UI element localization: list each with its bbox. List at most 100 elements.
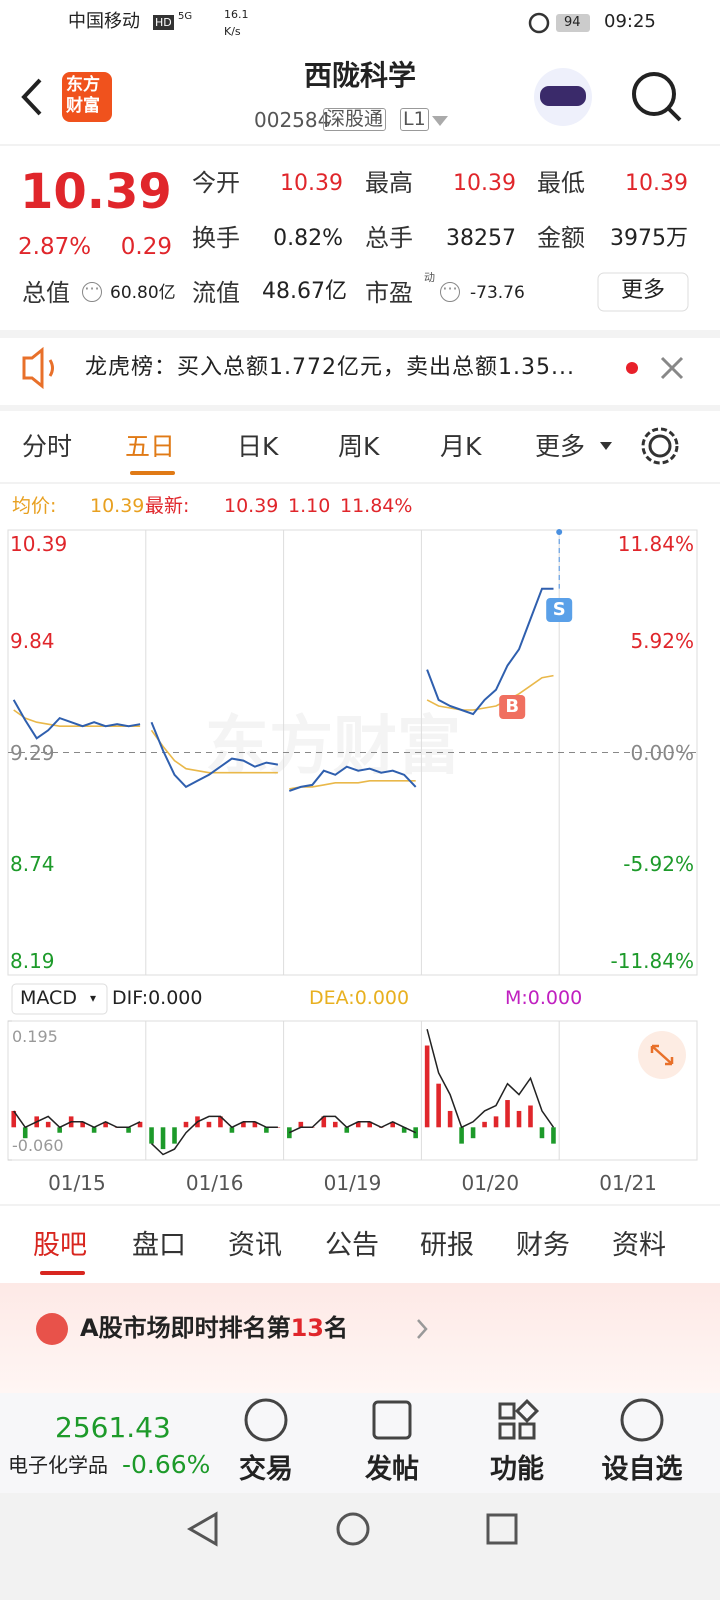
stock-code: 002584 bbox=[254, 108, 331, 132]
macd-bar bbox=[229, 1127, 235, 1133]
banner-bg bbox=[0, 1283, 720, 1393]
banner-rank: 13 bbox=[290, 1314, 324, 1342]
field-label: 市盈 bbox=[365, 279, 413, 307]
tab[interactable]: 周K bbox=[338, 432, 380, 461]
macd-frame bbox=[7, 1020, 698, 1161]
divider bbox=[0, 405, 720, 411]
divider bbox=[0, 330, 720, 338]
macd-bar bbox=[551, 1127, 556, 1144]
current-dot bbox=[556, 529, 563, 535]
macd-bar bbox=[355, 1121, 361, 1128]
field-label: 流值 bbox=[192, 279, 240, 307]
field-value: 10.39 bbox=[625, 171, 688, 196]
bottom-button[interactable]: 设自选 bbox=[601, 1454, 683, 1485]
subtab[interactable]: 资讯 bbox=[228, 1230, 282, 1261]
index-value[interactable]: 2561.43 bbox=[55, 1411, 171, 1444]
macd-bar bbox=[344, 1127, 350, 1133]
banner-prefix: A股市场即时排名第 bbox=[80, 1314, 291, 1342]
nav-recent[interactable] bbox=[486, 1513, 518, 1545]
banner-text[interactable]: A股市场即时排名第13名 bbox=[80, 1316, 348, 1340]
field-value: 3975万 bbox=[610, 226, 688, 251]
x-tick-label: 01/21 bbox=[599, 1171, 657, 1195]
last-label: 最新: bbox=[145, 495, 190, 517]
macd-bar bbox=[183, 1121, 189, 1128]
macd-bar bbox=[91, 1127, 97, 1133]
index-pct[interactable]: -0.66% bbox=[122, 1450, 211, 1479]
level-tag[interactable]: L1 bbox=[400, 108, 429, 131]
field-label: 总值 bbox=[22, 279, 70, 307]
search-icon bbox=[666, 106, 682, 122]
hd-badge: HD bbox=[153, 15, 174, 30]
watch-icon[interactable] bbox=[620, 1398, 664, 1442]
macd-bar bbox=[505, 1100, 510, 1128]
tab-underline bbox=[130, 471, 175, 475]
dropdown-icon[interactable] bbox=[600, 442, 612, 450]
macd-bar bbox=[447, 1110, 453, 1128]
field-label: 今开 bbox=[192, 169, 240, 197]
settings-icon[interactable] bbox=[648, 434, 672, 458]
sell-marker bbox=[546, 598, 573, 622]
last-change: 1.10 bbox=[288, 495, 331, 517]
y-tick-label: 0.195 bbox=[12, 1027, 58, 1046]
field-value: 60.80亿 bbox=[110, 283, 176, 303]
nav-home[interactable] bbox=[336, 1512, 370, 1546]
search-icon[interactable] bbox=[632, 72, 676, 116]
macd-bar bbox=[45, 1121, 51, 1128]
dif-line bbox=[288, 1115, 417, 1134]
alarm-icon bbox=[528, 12, 550, 34]
last-pct: 11.84% bbox=[340, 495, 413, 517]
subtab[interactable]: 公告 bbox=[325, 1230, 379, 1261]
function-icon[interactable] bbox=[498, 1398, 540, 1440]
more-label[interactable]: 更多 bbox=[620, 278, 665, 303]
index-name[interactable]: 电子化学品 bbox=[8, 1453, 108, 1477]
indicator-name[interactable]: MACD bbox=[20, 987, 77, 1009]
macd-bar bbox=[137, 1121, 143, 1128]
macd-bar bbox=[241, 1121, 246, 1128]
tab[interactable]: 日K bbox=[237, 432, 279, 461]
indicator-select[interactable] bbox=[11, 983, 108, 1015]
tab[interactable]: 月K bbox=[440, 432, 482, 461]
macd-bar bbox=[367, 1121, 373, 1128]
speaker-icon bbox=[22, 346, 44, 390]
close-icon[interactable] bbox=[660, 356, 684, 380]
logo[interactable] bbox=[62, 72, 112, 122]
change-pct: 2.87% bbox=[18, 234, 92, 260]
y-tick-label: 8.74 bbox=[10, 851, 55, 876]
subtab[interactable]: 股吧 bbox=[33, 1230, 87, 1261]
notice-text[interactable]: 龙虎榜：买入总额1.772亿元，卖出总额1.35... bbox=[85, 355, 575, 380]
subtab[interactable]: 研报 bbox=[420, 1230, 474, 1261]
logo-text: 财富 bbox=[66, 96, 100, 116]
dropdown-icon[interactable] bbox=[432, 116, 448, 126]
subtab[interactable]: 资料 bbox=[612, 1230, 666, 1261]
bottom-button[interactable]: 功能 bbox=[490, 1454, 544, 1485]
subtab[interactable]: 财务 bbox=[516, 1230, 570, 1261]
network: 5G bbox=[178, 11, 193, 22]
avg-value: 10.39 bbox=[90, 495, 145, 517]
tab[interactable]: 分时 bbox=[22, 432, 73, 461]
subtab-underline bbox=[40, 1271, 85, 1275]
y2-tick-label: 5.92% bbox=[630, 629, 694, 654]
market-tag[interactable]: 深股通 bbox=[323, 108, 387, 131]
tab[interactable]: 更多 bbox=[535, 432, 586, 461]
macd-bar bbox=[149, 1127, 154, 1144]
macd-bar bbox=[172, 1127, 177, 1144]
bottom-button[interactable]: 交易 bbox=[239, 1454, 293, 1485]
x-tick-label: 01/19 bbox=[323, 1171, 382, 1195]
field-label: 换手 bbox=[192, 224, 240, 252]
tab[interactable]: 五日 bbox=[125, 432, 176, 461]
chevron[interactable] bbox=[417, 1319, 428, 1339]
nav-back[interactable] bbox=[186, 1511, 218, 1547]
post-icon[interactable] bbox=[372, 1400, 412, 1440]
y-tick-label: 8.19 bbox=[10, 949, 55, 973]
trade-icon[interactable] bbox=[244, 1398, 288, 1442]
macd-bar bbox=[321, 1116, 327, 1128]
more-button[interactable] bbox=[597, 272, 689, 312]
stock-name: 西陇科学 bbox=[303, 59, 416, 92]
back-icon[interactable] bbox=[21, 78, 42, 116]
bottom-button[interactable]: 发帖 bbox=[365, 1454, 419, 1485]
macd-bar bbox=[516, 1110, 522, 1128]
price-line bbox=[426, 587, 554, 716]
subtab[interactable]: 盘口 bbox=[132, 1230, 186, 1261]
field-value: 10.39 bbox=[453, 171, 516, 196]
